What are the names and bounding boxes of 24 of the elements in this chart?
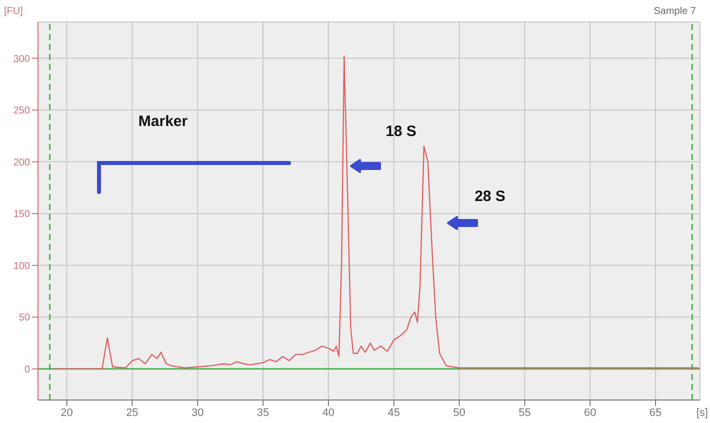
x-tick-label: 30 [191,406,204,419]
y-tick-label: 150 [13,209,30,220]
annotation: Marker [138,112,188,130]
x-tick-label: 45 [388,406,400,419]
annotation: 28 S [474,188,506,205]
x-tick-label: 50 [453,406,466,419]
x-tick-label: 35 [256,406,270,419]
x-tick-label: 25 [126,406,138,419]
y-tick-label: 200 [13,157,30,168]
y-tick-label: 50 [18,312,30,324]
x-tick-label: 20 [60,406,73,419]
x-tick-label: 40 [322,406,335,419]
x-axis-title: [s] [696,407,708,419]
y-tick-label: 0 [24,364,30,376]
y-tick-label: 100 [13,260,30,272]
y-tick-label: 300 [13,54,30,65]
annotation: 18 S [386,122,416,140]
x-tick-label: 60 [584,406,596,419]
text: Sample 7 [654,6,696,17]
x-tick-label: 65 [649,406,662,419]
y-axis-title: [FU] [4,6,24,17]
x-tick-label: 55 [518,406,531,419]
y-tick-label: 250 [13,106,30,117]
line-series [53,56,700,370]
